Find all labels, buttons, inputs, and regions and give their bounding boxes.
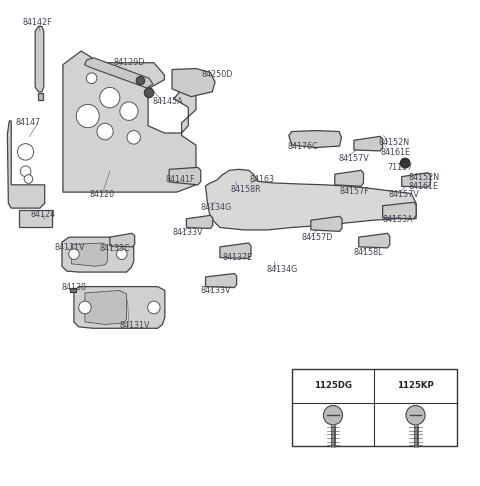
- Circle shape: [136, 76, 145, 85]
- Text: 84134G: 84134G: [266, 265, 298, 274]
- Text: 84134G: 84134G: [201, 203, 232, 211]
- FancyBboxPatch shape: [292, 369, 457, 446]
- Text: 84158L: 84158L: [354, 248, 384, 257]
- Text: 71107: 71107: [387, 163, 413, 173]
- Text: 84142F: 84142F: [22, 18, 52, 27]
- Text: 84147: 84147: [15, 118, 40, 127]
- Circle shape: [127, 131, 141, 144]
- Circle shape: [406, 405, 425, 425]
- Text: 84153A: 84153A: [383, 215, 413, 224]
- Text: 84157V: 84157V: [388, 190, 419, 199]
- Text: 84152N: 84152N: [379, 138, 410, 147]
- Polygon shape: [37, 93, 43, 100]
- Text: 84141F: 84141F: [166, 174, 195, 184]
- Polygon shape: [35, 26, 44, 92]
- Circle shape: [97, 123, 113, 140]
- Polygon shape: [172, 69, 215, 97]
- Text: 84131V: 84131V: [120, 321, 150, 330]
- Polygon shape: [402, 173, 431, 187]
- Text: 84133V: 84133V: [201, 286, 231, 295]
- Text: 84161E: 84161E: [408, 182, 438, 191]
- Text: 84145A: 84145A: [153, 97, 183, 105]
- Polygon shape: [289, 131, 341, 148]
- Circle shape: [324, 405, 343, 425]
- Polygon shape: [19, 210, 52, 227]
- Circle shape: [117, 249, 127, 260]
- Text: 84163: 84163: [250, 174, 275, 184]
- Circle shape: [144, 88, 154, 98]
- Text: 84137E: 84137E: [222, 253, 252, 261]
- Circle shape: [17, 144, 34, 160]
- Polygon shape: [7, 121, 45, 208]
- Text: 1125KP: 1125KP: [397, 382, 434, 390]
- Circle shape: [76, 104, 99, 128]
- Text: 84158R: 84158R: [230, 185, 261, 194]
- Polygon shape: [311, 216, 342, 231]
- Circle shape: [148, 301, 160, 314]
- Text: 84250D: 84250D: [202, 70, 233, 79]
- Circle shape: [400, 158, 410, 168]
- Polygon shape: [383, 202, 416, 219]
- Polygon shape: [220, 243, 251, 259]
- Text: 84176C: 84176C: [288, 141, 319, 151]
- Polygon shape: [63, 51, 196, 192]
- Polygon shape: [186, 215, 213, 228]
- Circle shape: [100, 87, 120, 108]
- Circle shape: [24, 174, 33, 183]
- Text: 84120: 84120: [89, 190, 114, 199]
- Text: 84129D: 84129D: [113, 58, 144, 67]
- Text: 84157D: 84157D: [301, 233, 333, 242]
- Text: 84133V: 84133V: [172, 228, 203, 237]
- Text: 84157F: 84157F: [339, 187, 369, 196]
- Polygon shape: [110, 233, 135, 247]
- Polygon shape: [354, 137, 383, 151]
- Text: 84152N: 84152N: [408, 173, 440, 182]
- Polygon shape: [85, 291, 127, 325]
- Text: 84131V: 84131V: [54, 243, 85, 252]
- Polygon shape: [205, 274, 237, 288]
- Circle shape: [69, 249, 79, 260]
- Text: 84157V: 84157V: [338, 154, 369, 163]
- Circle shape: [20, 166, 31, 176]
- Polygon shape: [70, 288, 76, 292]
- Circle shape: [120, 102, 138, 121]
- Polygon shape: [62, 237, 134, 272]
- Text: 84133C: 84133C: [100, 244, 131, 253]
- Text: 1125DG: 1125DG: [314, 382, 352, 390]
- Polygon shape: [72, 243, 108, 266]
- Circle shape: [79, 301, 91, 314]
- Polygon shape: [205, 169, 416, 230]
- Text: 84161E: 84161E: [380, 148, 410, 157]
- Polygon shape: [359, 233, 390, 248]
- Text: 84138: 84138: [61, 282, 86, 292]
- Polygon shape: [335, 170, 363, 186]
- Text: 84124: 84124: [30, 210, 56, 219]
- Polygon shape: [74, 287, 165, 328]
- Polygon shape: [84, 58, 153, 88]
- Polygon shape: [169, 167, 201, 185]
- Circle shape: [86, 73, 97, 84]
